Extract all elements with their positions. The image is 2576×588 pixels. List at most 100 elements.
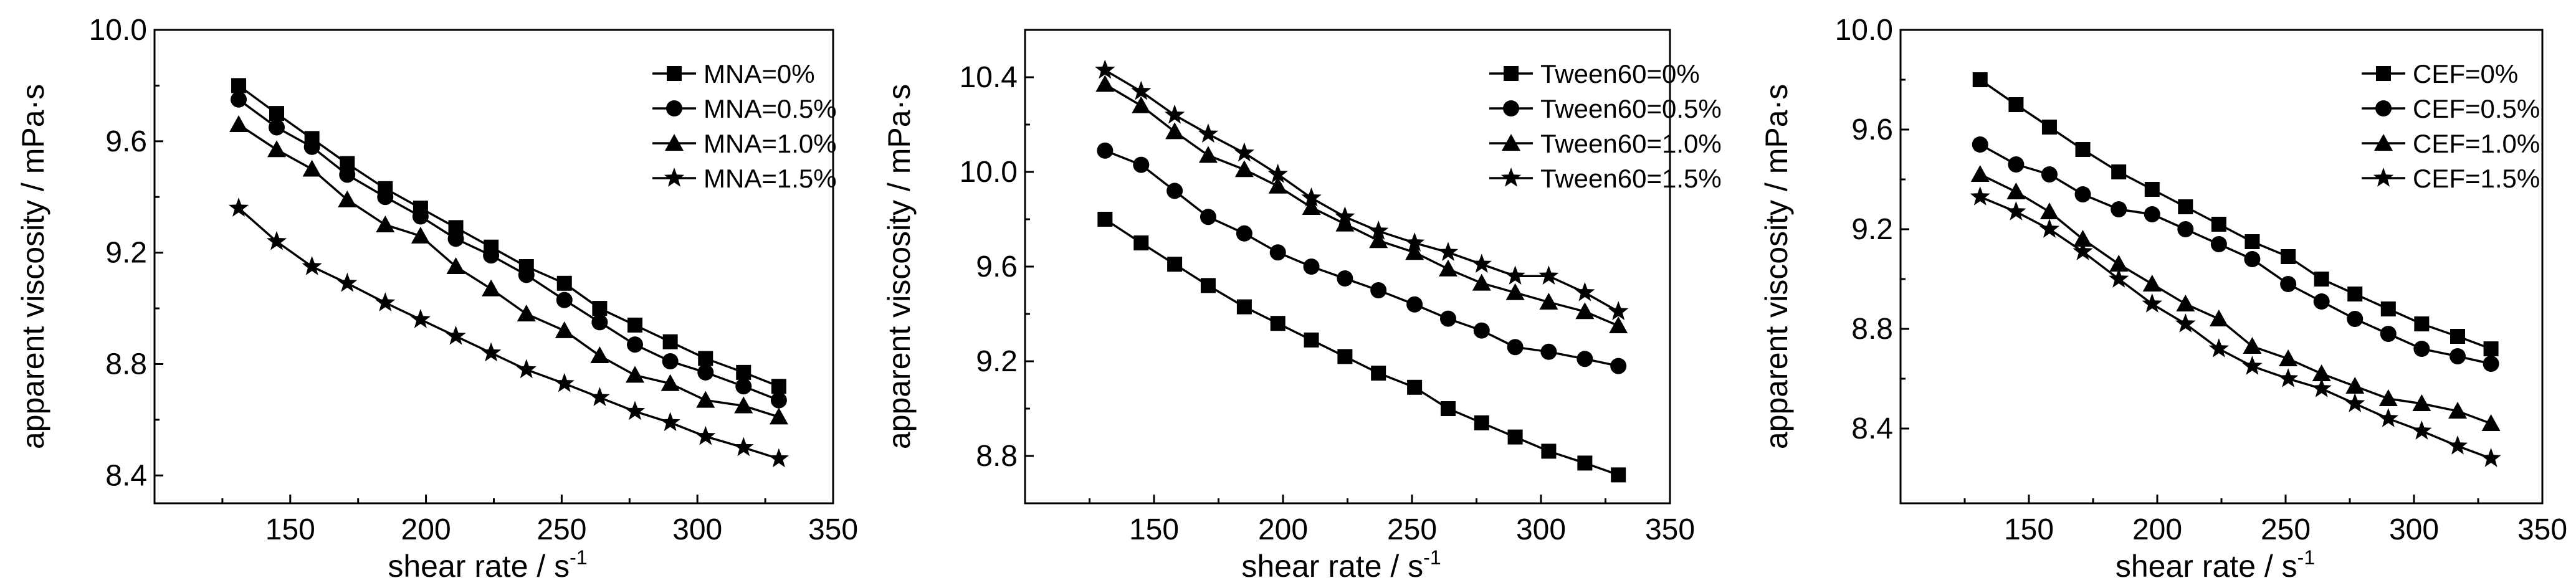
y-tick-label: 10.0: [1835, 14, 1893, 47]
data-point: [2041, 166, 2058, 183]
data-point: [1166, 183, 1183, 199]
data-point: [2144, 182, 2160, 197]
y-tick-label: 8.8: [1851, 313, 1893, 346]
data-point: [1405, 243, 1424, 260]
legend-marker: [1503, 100, 1519, 116]
data-point: [1407, 379, 1423, 395]
data-point: [1505, 283, 1525, 300]
legend-label: Tween60=1.5%: [1540, 164, 1722, 193]
legend: CEF=0% CEF=0.5% CEF=1.0% CEF=1.5%: [2362, 59, 2540, 193]
data-point: [2075, 142, 2091, 157]
legend-marker: [2375, 100, 2392, 116]
data-point: [1406, 296, 1423, 313]
data-point: [518, 267, 535, 283]
data-point: [2450, 329, 2466, 344]
data-point: [733, 437, 754, 457]
x-axis-label: shear rate / s-1: [388, 546, 587, 584]
data-point: [1439, 310, 1456, 327]
data-point: [1234, 142, 1255, 162]
legend-label: Tween60=0.5%: [1540, 94, 1722, 123]
data-point: [228, 197, 249, 217]
data-point: [1335, 214, 1355, 232]
data-point: [2008, 156, 2025, 173]
x-tick-label: 150: [265, 513, 315, 546]
data-point: [2347, 311, 2364, 327]
y-tick-label: 10.0: [89, 14, 147, 47]
data-point: [2380, 301, 2396, 316]
x-tick-label: 350: [1645, 513, 1695, 546]
data-point: [592, 301, 608, 316]
legend-marker: [1502, 134, 1520, 151]
data-point: [1303, 258, 1320, 275]
data-point: [1200, 209, 1216, 225]
legend: MNA=0% MNA=0.5% MNA=1.0% MNA=1.5%: [652, 59, 837, 193]
data-point: [482, 279, 501, 296]
data-point: [734, 396, 753, 414]
data-point: [2278, 368, 2299, 387]
data-point: [660, 412, 680, 432]
data-point: [2244, 234, 2260, 249]
data-point: [662, 334, 678, 349]
series-4: [228, 197, 789, 468]
x-tick-label: 200: [2132, 513, 2182, 546]
series-line: [237, 98, 780, 402]
x-axis-label-superscript: -1: [570, 546, 587, 569]
data-point: [1507, 429, 1523, 445]
data-point: [1097, 142, 1114, 159]
data-point: [2313, 293, 2330, 310]
data-point: [2142, 275, 2162, 292]
data-point: [735, 378, 752, 395]
data-point: [2073, 230, 2092, 247]
data-point: [2039, 219, 2060, 238]
data-point: [481, 342, 502, 362]
data-point: [1095, 75, 1115, 92]
data-point: [1473, 322, 1490, 339]
legend-label: CEF=1.5%: [2413, 164, 2540, 193]
data-point: [412, 208, 429, 225]
legend-marker: [1500, 168, 1522, 187]
data-point: [269, 106, 285, 121]
data-point: [2176, 295, 2195, 311]
y-tick-label: 10.0: [960, 156, 1018, 189]
data-point: [1575, 282, 1595, 301]
x-axis-label-text: shear rate / s: [1241, 549, 1423, 584]
data-point: [2109, 255, 2129, 272]
legend-label: MNA=1.0%: [704, 129, 837, 158]
data-point: [229, 115, 249, 132]
data-point: [2041, 120, 2057, 135]
series-3: [1095, 75, 1628, 333]
data-point: [1438, 259, 1457, 277]
data-point: [2447, 435, 2468, 455]
data-point: [662, 353, 679, 369]
data-point: [1301, 187, 1322, 207]
data-point: [2175, 313, 2196, 333]
data-point: [2208, 338, 2229, 358]
data-point: [1970, 165, 1990, 182]
data-point: [1133, 235, 1149, 250]
data-point: [1165, 122, 1185, 140]
y-tick-label: 9.6: [1851, 113, 1893, 146]
data-point: [302, 159, 322, 177]
y-tick-label: 10.4: [960, 61, 1018, 94]
data-point: [2242, 356, 2263, 375]
data-point: [1541, 443, 1557, 459]
data-point: [2243, 337, 2262, 354]
legend-marker: [664, 168, 685, 187]
series-2: [231, 91, 787, 409]
y-tick-label: 8.8: [976, 440, 1018, 473]
data-point: [1268, 176, 1287, 194]
data-point: [695, 425, 716, 445]
series-1: [1097, 212, 1626, 483]
x-tick-label: 300: [672, 513, 722, 546]
data-point: [2483, 356, 2499, 372]
x-tick-label: 300: [1516, 513, 1566, 546]
series-1: [231, 78, 786, 394]
data-point: [1198, 146, 1218, 163]
series-2: [1097, 142, 1627, 374]
data-point: [2481, 448, 2501, 467]
data-point: [2008, 97, 2024, 112]
legend-label: MNA=1.5%: [704, 164, 837, 193]
data-point: [411, 226, 430, 244]
data-point: [2411, 420, 2432, 440]
